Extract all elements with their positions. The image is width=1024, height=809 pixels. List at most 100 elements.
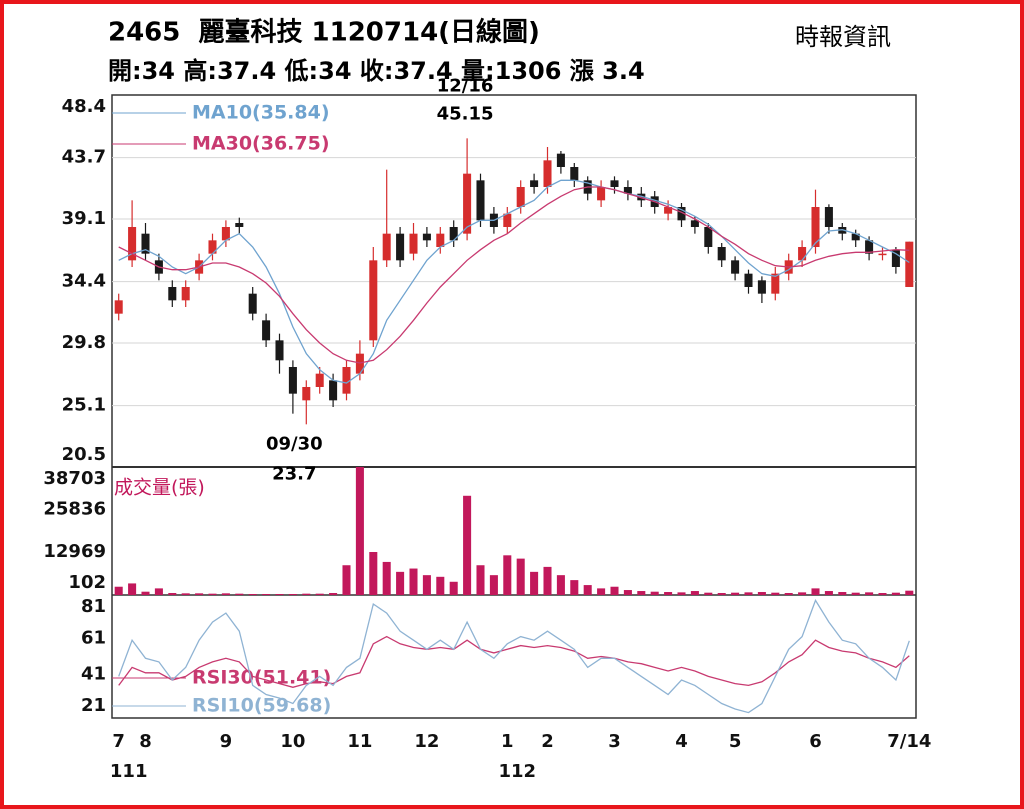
candle-body	[168, 287, 177, 301]
candle-body	[275, 340, 284, 361]
volume-bar	[221, 593, 230, 595]
y-tick-label: 48.4	[62, 96, 106, 117]
volume-bar	[128, 583, 137, 595]
volume-bar	[355, 467, 364, 595]
volume-bar	[811, 588, 820, 595]
volume-bar	[891, 592, 900, 595]
chart-title: 2465 麗臺科技 1120714(日線圖)	[108, 17, 540, 48]
candle-body	[409, 233, 418, 254]
candle-body	[396, 233, 405, 261]
candle-body	[543, 160, 552, 187]
volume-bar	[731, 592, 740, 595]
volume-bar	[570, 580, 579, 595]
candle-body	[717, 247, 726, 261]
volume-bar	[784, 593, 793, 595]
legend-label: RSI30(51.41)	[192, 667, 331, 689]
volume-bar	[288, 594, 297, 596]
volume-bar	[463, 495, 472, 595]
candle-body	[342, 367, 351, 394]
y-tick-label: 25836	[43, 499, 106, 520]
candle-body	[798, 247, 807, 261]
annotation-date: 09/30	[266, 433, 323, 454]
candle-body	[878, 253, 887, 256]
y-tick-label: 43.7	[62, 147, 106, 168]
candle-body	[597, 187, 606, 201]
x-year-label: 111	[110, 761, 148, 782]
candle-body	[610, 180, 619, 187]
candle-body	[221, 227, 230, 241]
volume-bar	[838, 592, 847, 595]
volume-bar	[208, 593, 217, 595]
y-tick-label: 21	[81, 695, 106, 716]
y-tick-label: 39.1	[62, 208, 106, 229]
panel-title: 成交量(張)	[114, 477, 205, 499]
legend-label: MA30(36.75)	[192, 133, 330, 155]
volume-bar	[905, 590, 914, 595]
candle-body	[355, 353, 364, 374]
y-tick-label: 81	[81, 596, 106, 617]
candle-body	[530, 180, 539, 187]
candle-body	[476, 180, 485, 221]
y-tick-label: 102	[68, 572, 106, 593]
x-tick-label: 4	[675, 731, 688, 752]
volume-bar	[677, 592, 686, 595]
candle-body	[757, 280, 766, 294]
volume-bar	[623, 590, 632, 595]
volume-bar	[610, 586, 619, 595]
volume-bar	[556, 575, 565, 595]
x-tick-label: 3	[608, 731, 621, 752]
volume-bar	[878, 593, 887, 595]
candle-body	[664, 207, 673, 214]
volume-bar	[530, 571, 539, 595]
candle-body	[771, 273, 780, 294]
candle-body	[141, 233, 150, 254]
volume-bar	[798, 592, 807, 595]
y-tick-label: 41	[81, 664, 106, 685]
quote: 開:34 高:37.4 低:34 收:37.4 量:1306 漲 3.4	[108, 57, 645, 85]
x-tick-label: 2	[541, 731, 554, 752]
volume-bar	[543, 566, 552, 595]
x-tick-label: 7	[112, 731, 125, 752]
candle-body	[208, 240, 217, 254]
y-tick-label: 61	[81, 627, 106, 648]
candle-body	[637, 193, 646, 201]
volume-bar	[195, 593, 204, 595]
candle-body	[288, 367, 297, 394]
candle-body	[503, 213, 512, 227]
candle-body	[851, 233, 860, 241]
volume-bar	[181, 593, 190, 595]
candle-body	[235, 223, 244, 227]
volume-bar	[342, 565, 351, 595]
volume-bar	[114, 586, 123, 595]
candle-body	[556, 153, 565, 167]
candle-body	[382, 233, 391, 261]
volume-bar	[275, 594, 284, 596]
candle-body	[811, 207, 820, 247]
x-tick-label: 7/14	[887, 731, 931, 752]
candle-body	[248, 293, 257, 314]
volume-bar	[476, 565, 485, 595]
volume-bar	[396, 571, 405, 595]
y-tick-label: 29.8	[62, 332, 106, 353]
y-tick-label: 34.4	[62, 271, 106, 292]
y-tick-label: 38703	[43, 468, 106, 489]
volume-bar	[597, 588, 606, 595]
x-tick-label: 5	[729, 731, 742, 752]
x-tick-label: 9	[220, 731, 233, 752]
annotation-date: 12/16	[437, 75, 494, 96]
candle-body	[865, 240, 874, 254]
x-tick-label: 10	[280, 731, 305, 752]
x-tick-label: 8	[139, 731, 152, 752]
candle-body	[690, 220, 699, 227]
source: 時報資訊	[795, 23, 891, 51]
volume-bar	[382, 561, 391, 595]
volume-bar	[583, 585, 592, 595]
volume-bar	[248, 594, 257, 596]
candle-body	[262, 320, 271, 341]
volume-bar	[690, 591, 699, 595]
series-line	[118, 179, 910, 384]
volume-bar	[637, 591, 646, 595]
volume-bar	[650, 591, 659, 595]
